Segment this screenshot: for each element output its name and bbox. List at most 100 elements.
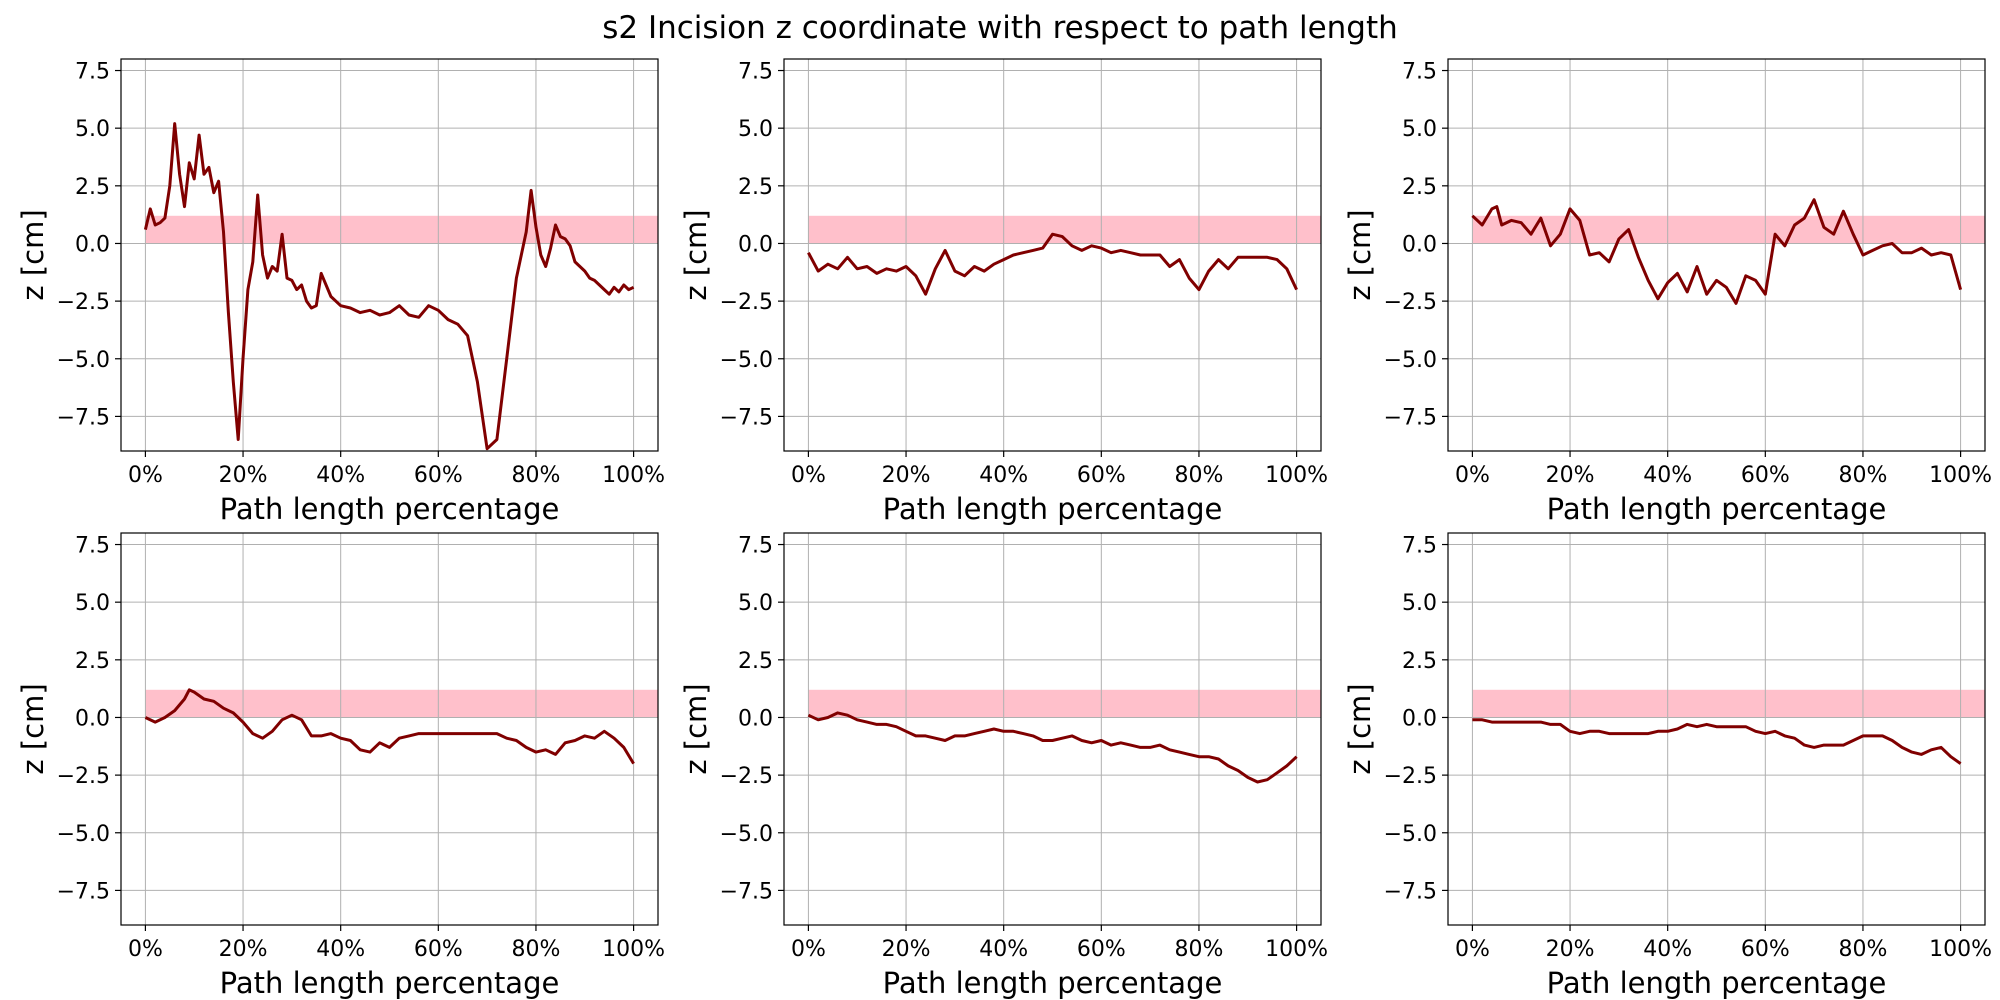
x-tick-label: 20% [1546,463,1595,488]
x-tick-label: 40% [979,463,1028,488]
x-tick-label: 0% [128,937,163,962]
subplot-6: 0% 20% 40% 60% 80% 100% 7.5 5.0 2.5 0.0 −2.5 −5.0 −7… [1343,532,1992,1000]
y-tick-label: 2.5 [75,649,110,674]
x-tick-label: 0% [1455,463,1490,488]
y-axis-label: z [cm] [16,209,50,300]
x-tick-label: 80% [1175,937,1224,962]
target-band [145,689,658,718]
figure-title: s2 Incision z coordinate with respect to… [602,10,1398,46]
y-tick-label: 2.5 [75,175,110,200]
x-axis-label: Path length percentage [220,966,560,1000]
z-series-line [1472,718,1962,765]
x-axis-label: Path length percentage [1547,966,1887,1000]
y-tick-label: −7.5 [720,405,773,430]
y-tick-label: 7.5 [1402,534,1437,559]
x-tick-label: 20% [882,463,931,488]
y-tick-label: −5.0 [720,822,773,847]
z-series-line [807,711,1298,784]
x-axis-label: Path length percentage [883,966,1223,1000]
x-tick-label: 40% [979,937,1028,962]
x-tick-label: 20% [219,937,268,962]
subplot-5: 0% 20% 40% 60% 80% 100% 7.5 5.0 2.5 0.0 −2.5 −5.0 −7… [679,532,1328,1000]
y-axis-label: z [cm] [1343,683,1377,774]
plot-frame [783,532,1322,926]
target-band [1472,689,1985,718]
y-tick-label: 0.0 [1402,232,1437,257]
y-tick-label: 0.0 [75,706,110,731]
x-tick-label: 100% [1265,463,1328,488]
y-tick-label: 0.0 [1402,706,1437,731]
x-tick-label: 40% [1643,937,1692,962]
y-tick-label: −7.5 [57,879,110,904]
y-tick-label: 5.0 [1402,591,1437,616]
y-tick-label: 5.0 [738,591,773,616]
y-tick-label: −5.0 [57,348,110,373]
x-tick-label: 60% [414,463,463,488]
y-axis-label: z [cm] [16,683,50,774]
y-tick-label: 0.0 [75,232,110,257]
x-tick-label: 40% [316,937,365,962]
y-tick-label: 2.5 [1402,649,1437,674]
y-tick-label: −5.0 [1384,822,1437,847]
x-tick-label: 0% [791,937,826,962]
y-axis-label: z [cm] [679,683,713,774]
z-series-line [144,688,635,765]
x-tick-label: 80% [1839,937,1888,962]
z-series-line [143,122,635,451]
y-tick-label: 7.5 [738,60,773,85]
plot-frame [1447,532,1986,926]
x-tick-label: 20% [219,463,268,488]
y-tick-label: −5.0 [720,348,773,373]
target-band [145,215,658,244]
y-axis-label: z [cm] [1343,209,1377,300]
y-axis-label: z [cm] [679,209,713,300]
x-tick-label: 100% [1929,937,1992,962]
y-tick-label: −2.5 [1384,290,1437,315]
x-tick-label: 40% [1643,463,1692,488]
x-tick-label: 60% [1741,937,1790,962]
x-tick-label: 0% [791,463,826,488]
y-tick-label: 5.0 [75,591,110,616]
y-tick-label: −7.5 [1384,879,1437,904]
z-series-line [807,232,1298,296]
y-tick-label: 7.5 [75,534,110,559]
y-tick-label: 0.0 [738,706,773,731]
x-tick-label: 100% [602,937,665,962]
y-tick-label: −2.5 [1384,764,1437,789]
x-tick-label: 20% [882,937,931,962]
x-tick-label: 80% [1175,463,1224,488]
x-tick-label: 80% [1839,463,1888,488]
x-tick-label: 100% [1929,463,1992,488]
y-tick-label: 5.0 [738,117,773,142]
subplot-3: 0% 20% 40% 60% 80% 100% 7.5 5.0 2.5 0.0 −2.5 −5.0 −7… [1343,58,1992,526]
target-band [808,689,1321,718]
y-tick-label: 7.5 [738,534,773,559]
x-axis-label: Path length percentage [220,492,560,526]
y-tick-label: −5.0 [57,822,110,847]
y-tick-label: 2.5 [738,649,773,674]
y-tick-label: 7.5 [75,60,110,85]
x-tick-label: 60% [1077,937,1126,962]
y-tick-label: 0.0 [738,232,773,257]
x-tick-label: 60% [1741,463,1790,488]
y-tick-label: −2.5 [57,290,110,315]
y-tick-label: 2.5 [738,175,773,200]
plot-frame [783,58,1322,452]
x-tick-label: 20% [1546,937,1595,962]
x-tick-label: 100% [602,463,665,488]
y-tick-label: 7.5 [1402,60,1437,85]
y-tick-label: −7.5 [57,405,110,430]
y-tick-label: −7.5 [1384,405,1437,430]
y-tick-label: 5.0 [1402,117,1437,142]
x-tick-label: 80% [512,463,561,488]
z-series-line [1471,198,1963,305]
x-tick-label: 60% [1077,463,1126,488]
x-tick-label: 40% [316,463,365,488]
subplot-2: 0% 20% 40% 60% 80% 100% 7.5 5.0 2.5 0.0 −2.5 −5.0 −7… [679,58,1328,526]
y-tick-label: −2.5 [720,290,773,315]
y-tick-label: −7.5 [720,879,773,904]
plot-frame [120,532,659,926]
x-tick-label: 80% [512,937,561,962]
x-axis-label: Path length percentage [1547,492,1887,526]
x-axis-label: Path length percentage [883,492,1223,526]
